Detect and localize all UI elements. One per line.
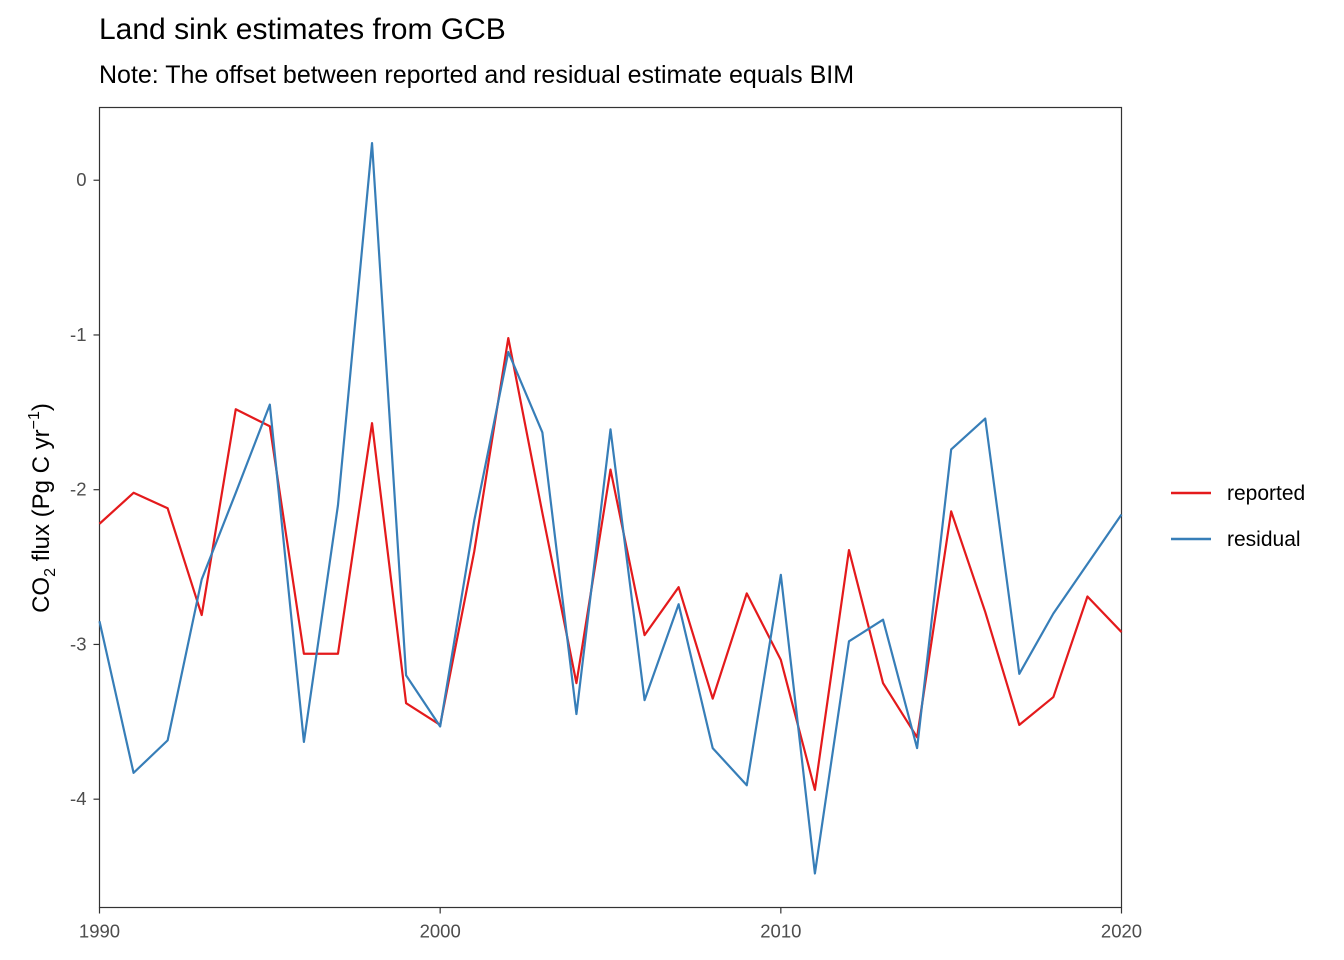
y-axis-title-subscript: 2 <box>42 568 59 577</box>
x-axis: 1990 2000 2010 2020 <box>79 907 1142 942</box>
y-tick-label: 0 <box>76 169 86 190</box>
y-tick-label: -3 <box>70 633 86 654</box>
y-axis-title-base: CO <box>28 577 55 613</box>
y-axis-title: CO2 flux (Pg C yr−1) <box>26 403 59 613</box>
series-line-reported <box>98 336 1123 791</box>
x-tick-label: 2000 <box>420 921 461 942</box>
y-axis-title-superscript: −1 <box>26 411 43 429</box>
y-tick-label: -1 <box>70 324 86 345</box>
y-tick-label: -4 <box>70 788 86 809</box>
y-tick-label: -2 <box>70 479 86 500</box>
legend: reported residual <box>1171 482 1305 551</box>
series-layer <box>98 141 1123 875</box>
y-axis-title-end: ) <box>28 403 55 411</box>
x-tick-label: 2010 <box>760 921 801 942</box>
y-axis: 0 -1 -2 -3 -4 <box>70 169 100 809</box>
x-tick-label: 2020 <box>1101 921 1142 942</box>
chart-title: Land sink estimates from GCB <box>99 13 506 46</box>
plot-panel <box>98 106 1123 909</box>
y-axis-title-middle: flux (Pg C yr <box>28 429 55 568</box>
series-line-residual <box>98 141 1123 875</box>
chart-subtitle: Note: The offset between reported and re… <box>99 61 855 89</box>
x-tick-label: 1990 <box>79 921 120 942</box>
legend-label-residual: residual <box>1227 528 1301 551</box>
legend-label-reported: reported <box>1227 482 1305 505</box>
